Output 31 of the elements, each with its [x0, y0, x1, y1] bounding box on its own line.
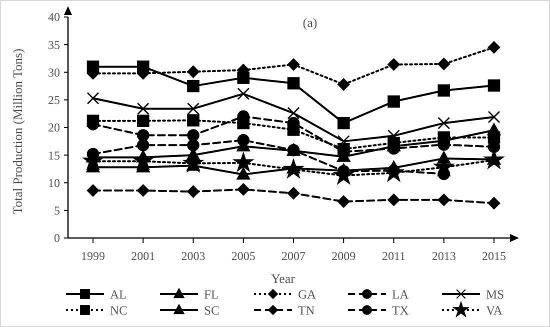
y-tick-label: 15	[48, 148, 60, 162]
legend-label: VA	[486, 303, 502, 318]
y-tick-label: 25	[48, 93, 60, 108]
y-tick-label: 35	[48, 38, 60, 52]
x-tick-label: 2003	[181, 249, 206, 263]
x-tick-label: 2001	[131, 249, 156, 263]
legend-label: TN	[298, 303, 315, 318]
legend-label: FL	[204, 287, 219, 302]
legend-label: SC	[204, 303, 220, 318]
x-tick-label: 2015	[482, 249, 506, 263]
x-tick-label: 2011	[382, 249, 406, 263]
legend-label: GA	[298, 287, 316, 302]
legend-label: LA	[392, 287, 409, 302]
legend-label: NC	[110, 303, 128, 318]
y-tick-label: 40	[48, 10, 60, 24]
y-tick-label: 30	[48, 65, 60, 80]
y-axis-title: Total Production (Million Tons)	[10, 48, 25, 214]
x-tick-label: 1999	[81, 249, 105, 263]
legend-label: MS	[486, 287, 504, 302]
x-tick-label: 2009	[332, 249, 356, 263]
x-tick-label: 2013	[432, 249, 456, 263]
y-tick-label: 20	[48, 120, 60, 135]
y-tick-label: 5	[54, 204, 60, 218]
x-axis-title: Year	[271, 271, 296, 286]
y-tick-label: 0	[54, 231, 60, 246]
y-tick-label: 10	[48, 176, 60, 190]
x-tick-label: 2005	[231, 249, 256, 263]
x-tick-label: 2007	[282, 249, 306, 263]
chart-title: (a)	[302, 15, 318, 30]
legend-label: TX	[392, 303, 409, 318]
legend-label: AL	[110, 287, 127, 302]
